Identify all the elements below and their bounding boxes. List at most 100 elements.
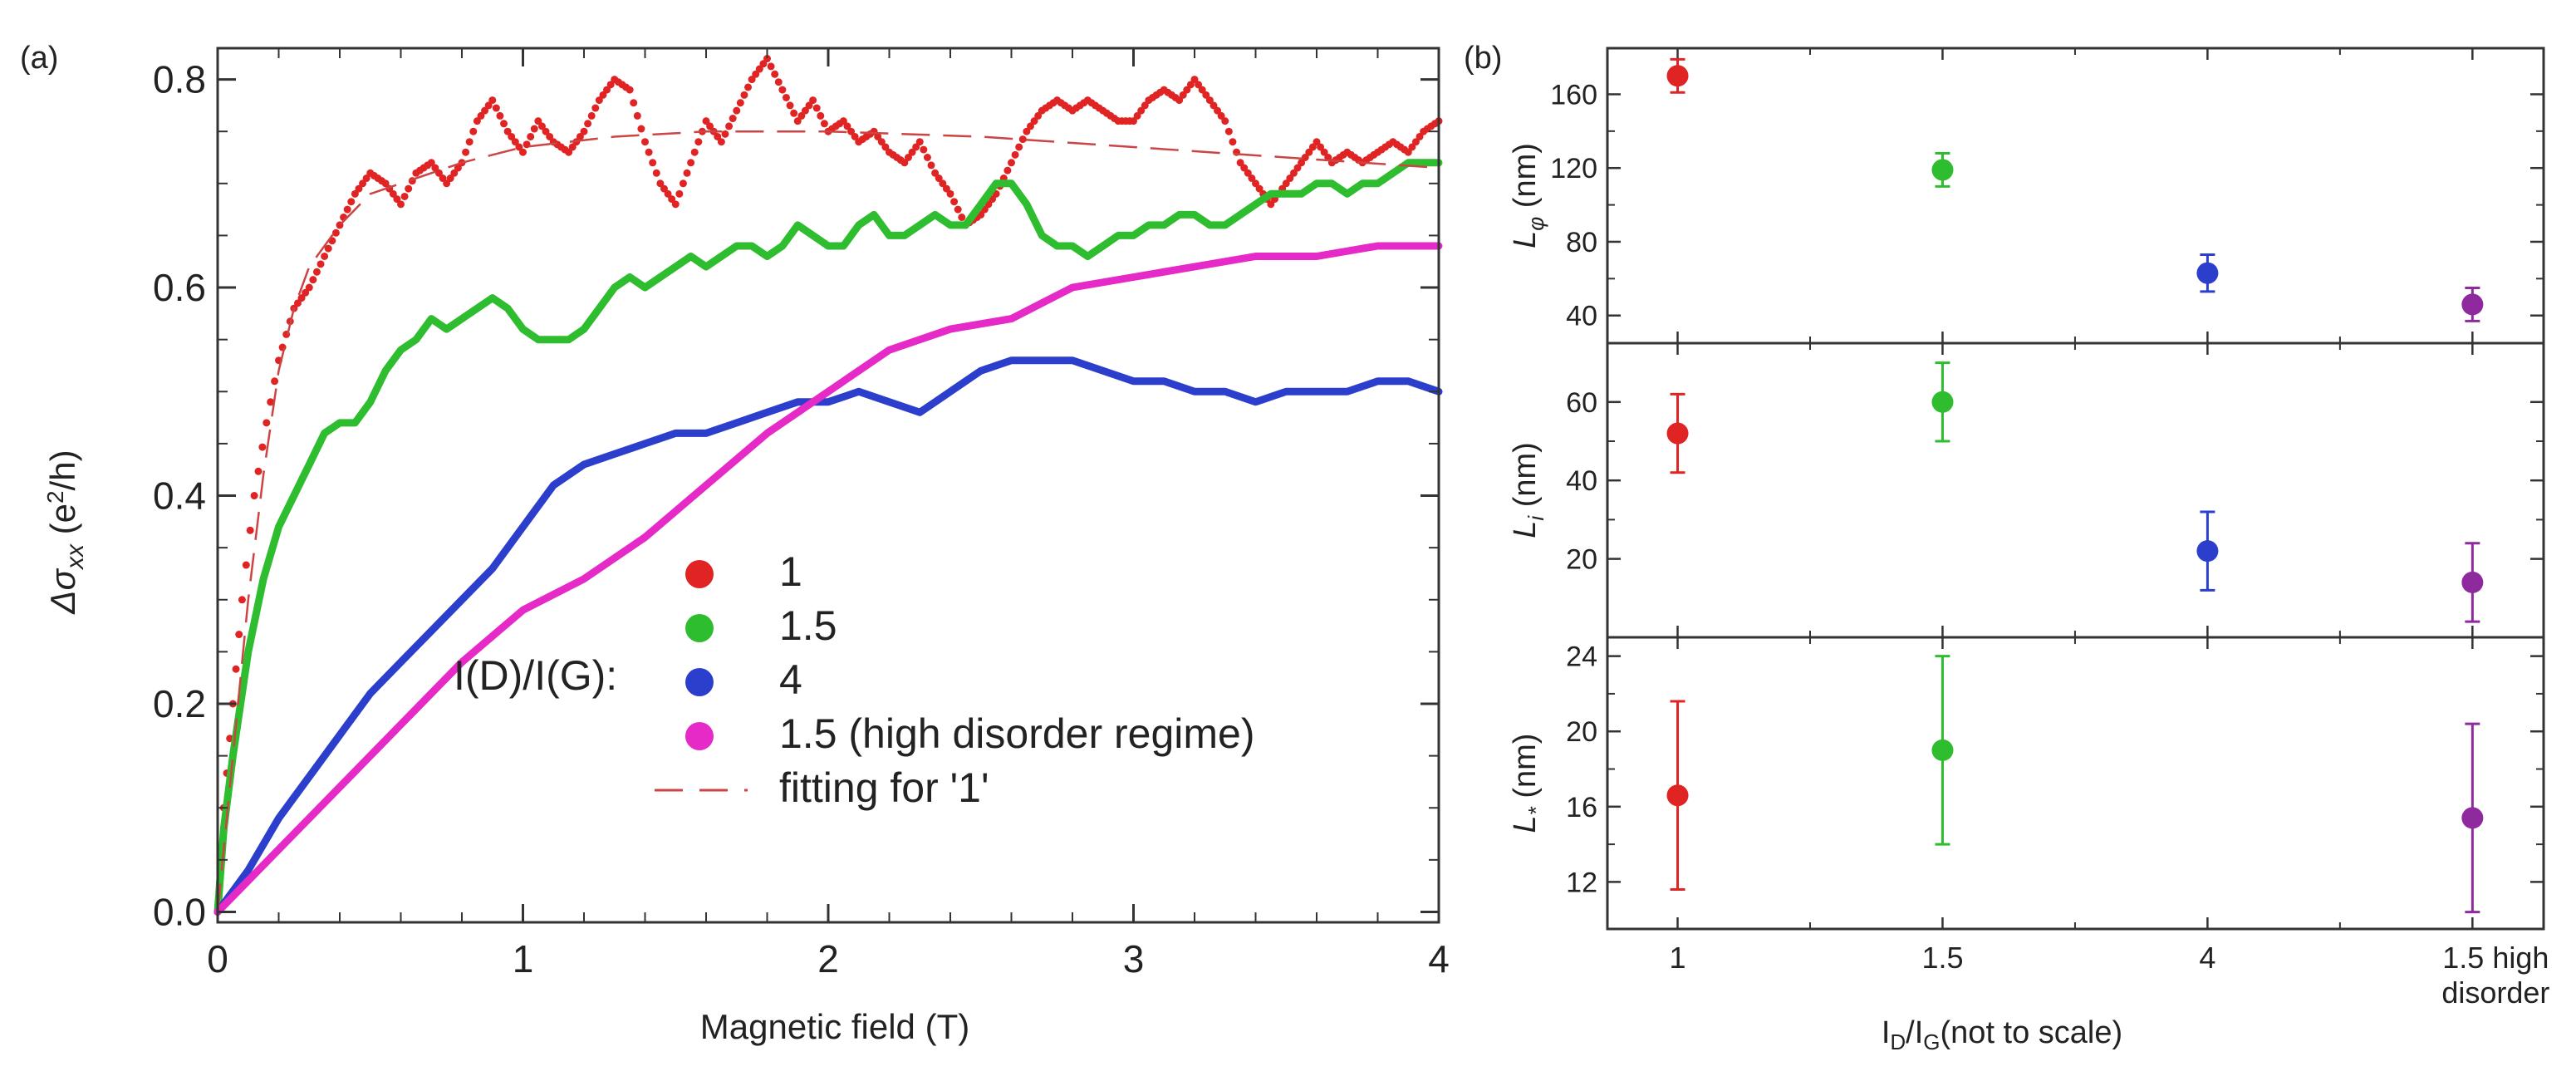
data-point: [355, 184, 363, 193]
panel-a-series: [213, 55, 1443, 916]
data-point: [2196, 262, 2219, 284]
data-point: [1224, 127, 1233, 135]
data-point: [733, 106, 741, 115]
data-point: [920, 145, 928, 154]
data-point: [462, 148, 470, 156]
series-line: [216, 130, 1440, 912]
data-point: [400, 192, 409, 200]
data-point: [1293, 164, 1302, 172]
y-label-sub: xx: [61, 543, 89, 571]
legend-entry-label: 1.5: [779, 602, 837, 649]
data-point: [446, 174, 454, 183]
data-point: [324, 244, 332, 253]
data-point: [492, 104, 500, 112]
data-point: [927, 161, 935, 170]
series-1-5-high-disorder-regime-: [213, 242, 1443, 916]
data-point: [235, 631, 243, 639]
data-point: [729, 115, 737, 123]
data-point: [900, 159, 909, 167]
data-point: [1008, 159, 1015, 167]
panel-a: (a) 0 1 2 3 4 0.0 0.2 0.4 0.6 0.8 Magnetic field …: [20, 41, 1450, 1046]
y-label-unit-pre: (e: [43, 504, 82, 544]
data-point: [519, 148, 527, 156]
x-category-label: disorder: [2441, 975, 2549, 1010]
data-point: [1034, 111, 1043, 120]
data-point: [242, 561, 250, 569]
y-label-sub: *: [1524, 806, 1548, 815]
subplot-l-i: 20 40 60 Li (nm): [1508, 342, 2545, 639]
data-point: [923, 154, 931, 161]
data-point: [664, 189, 672, 198]
legend-entry-label: fitting for '1': [779, 764, 989, 811]
data-point: [434, 169, 443, 177]
x-category-label: 1.5 high: [2442, 941, 2549, 975]
panel-a-ticks: 0 1 2 3 4 0.0 0.2 0.4 0.6 0.8: [153, 48, 1450, 980]
y-tick-label: 60: [1566, 387, 1597, 419]
data-point: [702, 117, 710, 125]
data-point: [603, 86, 611, 94]
data-point: [263, 419, 271, 427]
data-point: [1026, 122, 1034, 130]
y-tick-label: 20: [1566, 716, 1597, 748]
data-point: [637, 125, 645, 133]
panel-a-label: (a): [20, 41, 58, 76]
data-point: [530, 125, 538, 133]
data-point: [782, 93, 790, 101]
data-point: [1030, 117, 1038, 125]
data-point: [626, 86, 634, 94]
series-4: [213, 356, 1443, 916]
data-point: [1015, 143, 1023, 151]
data-point: [847, 127, 856, 135]
data-point: [534, 117, 542, 125]
data-point: [1202, 91, 1210, 99]
legend-entry-label: 4: [779, 656, 802, 703]
y-tick-label: 40: [1566, 301, 1597, 332]
data-point: [1244, 169, 1252, 177]
data-point: [238, 596, 246, 604]
data-point: [1018, 135, 1027, 144]
data-point: [1666, 422, 1689, 445]
data-point: [774, 78, 783, 86]
data-point: [877, 138, 886, 146]
data-point: [1175, 96, 1184, 105]
data-point: [584, 120, 592, 128]
data-point: [946, 189, 954, 198]
data-point: [450, 169, 459, 177]
data-point: [1130, 117, 1137, 125]
data-point: [1141, 101, 1149, 110]
data-point: [606, 81, 615, 89]
data-point: [690, 148, 699, 156]
y-tick-label: 0.4: [153, 474, 206, 518]
data-point: [1252, 179, 1259, 188]
data-point: [668, 195, 676, 204]
data-point: [580, 127, 588, 135]
data-point: [1931, 159, 1954, 181]
subplot-y-label: Lφ (nm): [1508, 143, 1548, 248]
data-point: [469, 127, 478, 135]
data-point: [805, 101, 813, 110]
panel-a-legend: I(D)/I(G): 1 1.5 4 1.5 (high disorder regim…: [454, 548, 1255, 811]
subplot-frame: [1606, 47, 2545, 345]
subplot-y-label: L* (nm): [1508, 734, 1548, 833]
data-point: [1198, 86, 1206, 94]
legend-swatch-dot: [685, 722, 714, 750]
data-point: [484, 101, 493, 110]
data-point: [351, 189, 359, 198]
data-point: [904, 154, 912, 161]
data-point: [397, 200, 405, 209]
data-point: [1666, 784, 1689, 807]
y-tick-label: 0.0: [153, 890, 206, 933]
x-category-label: 1: [1670, 941, 1686, 975]
data-point: [508, 132, 516, 140]
data-point: [312, 268, 321, 276]
data-point: [576, 132, 584, 140]
data-point: [694, 138, 703, 146]
data-point: [767, 62, 775, 71]
data-point: [1308, 143, 1317, 151]
data-point: [771, 70, 779, 78]
data-point: [717, 138, 725, 146]
y-tick-label: 16: [1566, 792, 1597, 823]
x-category-label: 1.5: [1921, 941, 1963, 975]
y-label-sub: i: [1524, 515, 1548, 521]
